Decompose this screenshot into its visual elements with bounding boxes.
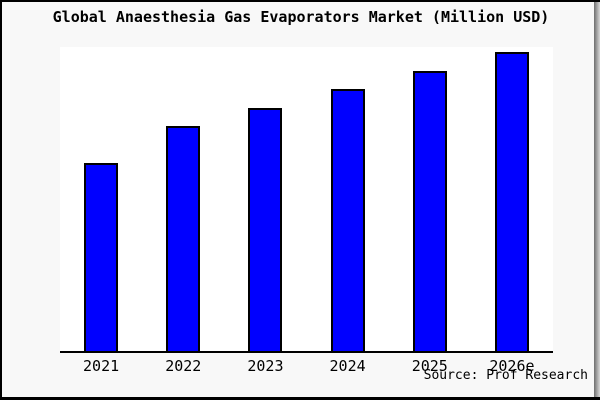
bar-slot [224, 47, 306, 351]
x-tick-label-2025: 2025 [411, 357, 448, 375]
bar-2023 [248, 107, 283, 351]
x-tick-label-2023: 2023 [247, 357, 284, 375]
bar-2025 [412, 70, 447, 351]
bar-slot [389, 47, 471, 351]
bar-slot [60, 47, 142, 351]
bar-2024 [330, 88, 365, 351]
bar-2026e [494, 51, 529, 351]
x-tick-label-2021: 2021 [83, 357, 120, 375]
x-tick-label-2022: 2022 [165, 357, 202, 375]
bar-slot [471, 47, 553, 351]
x-axis-labels: 2021 2022 2023 2024 2025 2026e [60, 357, 553, 375]
x-tick-label-2024: 2024 [329, 357, 366, 375]
bar-slot [307, 47, 389, 351]
right-edge-shadow [594, 2, 600, 397]
chart-title: Global Anaesthesia Gas Evaporators Marke… [52, 8, 550, 26]
plot-area [60, 47, 553, 353]
bar-slot [142, 47, 224, 351]
bar-2022 [166, 126, 201, 351]
x-tick-label-2026e: 2026e [489, 357, 535, 375]
source-note: Source: Prof Research [423, 368, 588, 383]
bar-2021 [84, 163, 119, 351]
